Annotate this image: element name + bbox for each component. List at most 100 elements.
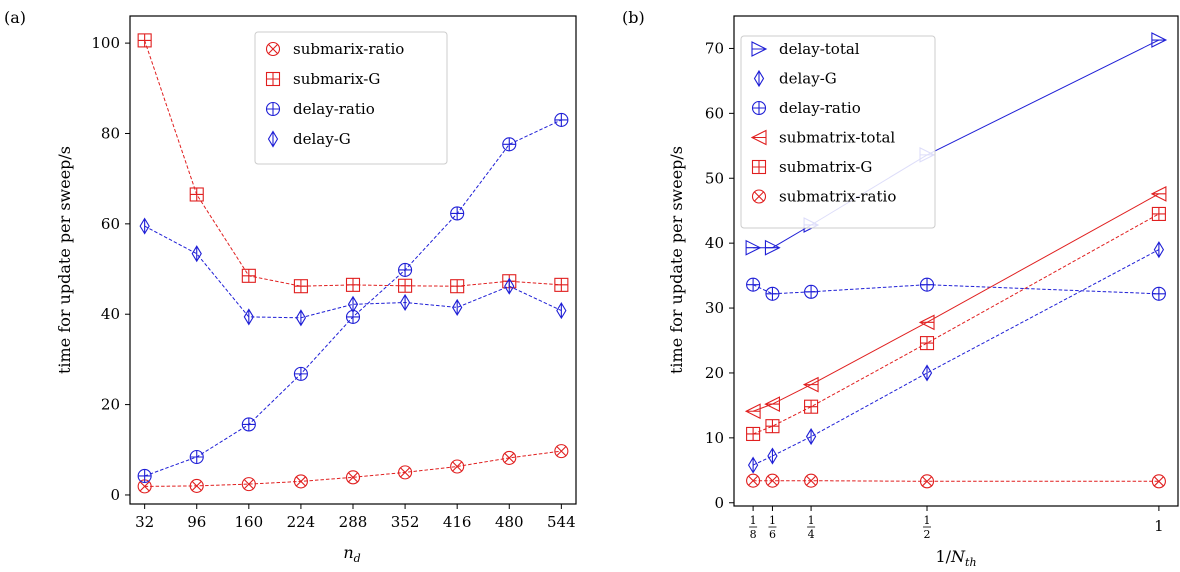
data-point-submarix-G	[189, 187, 204, 202]
data-point-delay-ratio	[293, 366, 308, 381]
legend-marker-delay-ratio	[751, 100, 767, 116]
legend-label: submarix-ratio	[293, 40, 404, 58]
legend-marker-submatrix-total	[750, 129, 767, 146]
series-line-delay-ratio	[752, 284, 1159, 295]
y-tick-label: 40	[101, 305, 120, 323]
legend-label: submatrix-total	[779, 129, 895, 147]
legend-label: delay-G	[293, 130, 351, 148]
data-point-submatrix-ratio	[765, 473, 780, 488]
panel-b-legend: delay-total delay-G delay-ratio submatrix-t…	[740, 35, 936, 229]
data-point-submatrix-G	[919, 336, 935, 351]
x-tick-label: 32	[135, 513, 154, 531]
data-point-delay-ratio	[189, 449, 204, 465]
data-point-submarix-ratio	[398, 465, 413, 480]
data-point-delay-G	[452, 298, 463, 317]
x-tick-label: 224	[287, 513, 316, 531]
data-point-submarix-G	[241, 268, 256, 283]
data-point-delay-G	[243, 308, 254, 326]
data-point-submarix-G	[398, 278, 413, 293]
legend-marker-submatrix-G	[751, 159, 767, 175]
legend-label: delay-ratio	[293, 100, 375, 118]
data-point-delay-G	[191, 245, 202, 263]
data-point-delay-G	[295, 309, 307, 327]
panel-b-xlabel: 1/Nth	[935, 547, 976, 569]
x-tick-label: 160	[235, 513, 264, 531]
svg-text:1: 1	[750, 514, 757, 527]
panel-a: (a) 32 96 160 224 288 352 416 480 544 0 20 40 60 80 10…	[4, 8, 577, 565]
x-tick-label: 18	[749, 514, 758, 541]
y-tick-label: 0	[714, 494, 724, 512]
svg-text:1: 1	[769, 514, 776, 527]
x-tick-label: 288	[339, 513, 368, 531]
x-tick-label: 480	[495, 513, 524, 531]
panel-a-legend: submarix-ratio submarix-G delay-ratio delay…	[254, 31, 448, 165]
legend-marker-delay-G	[753, 69, 765, 88]
series-line-delay-G	[752, 249, 1160, 466]
series-line-submatrix-ratio	[753, 480, 1159, 482]
y-tick-label: 30	[705, 299, 724, 317]
data-point-delay-G	[556, 302, 567, 320]
y-tick-label: 70	[705, 39, 724, 57]
data-point-delay-ratio	[241, 417, 256, 432]
x-tick-label: 416	[443, 513, 472, 531]
data-point-submarix-G	[137, 33, 152, 48]
legend-marker-submatrix-ratio	[751, 189, 767, 204]
data-point-delay-G	[399, 293, 411, 312]
data-point-delay-G	[139, 217, 150, 235]
data-point-submatrix-G	[746, 426, 761, 442]
x-tick-label: 544	[547, 513, 576, 531]
series-line-submatrix-G	[752, 213, 1160, 435]
data-point-submarix-ratio	[189, 478, 204, 493]
data-point-submarix-G	[450, 279, 465, 294]
x-tick-label: 96	[187, 513, 206, 531]
data-point-submarix-ratio	[502, 450, 517, 465]
data-point-submatrix-G	[804, 399, 819, 414]
data-point-delay-total	[1151, 32, 1168, 48]
data-point-submatrix-ratio	[1151, 474, 1166, 489]
data-point-submatrix-ratio	[804, 473, 819, 488]
legend-box	[254, 31, 448, 165]
data-point-submarix-ratio	[241, 477, 256, 492]
data-point-delay-G	[921, 364, 933, 382]
svg-text:1: 1	[808, 514, 815, 527]
x-tick-label: 352	[391, 513, 420, 531]
data-point-submatrix-G	[1151, 206, 1166, 221]
svg-text:8: 8	[750, 528, 757, 541]
legend-label: submarix-G	[293, 70, 380, 88]
data-point-delay-ratio	[450, 206, 465, 221]
data-point-submatrix-total	[764, 396, 780, 412]
svg-text:1: 1	[924, 514, 931, 527]
data-point-submarix-G	[293, 279, 308, 294]
data-point-delay-ratio	[1151, 286, 1166, 301]
svg-text:2: 2	[924, 528, 931, 541]
panel-b-ylabel: time for update per sweep/s	[667, 146, 686, 374]
x-tick-label: 14	[807, 514, 816, 541]
data-point-delay-G	[1153, 241, 1165, 259]
data-point-submarix-ratio	[554, 444, 569, 459]
legend-marker-submarix-ratio	[265, 41, 281, 57]
data-point-submatrix-G	[765, 419, 780, 434]
data-point-submatrix-ratio	[746, 473, 761, 488]
data-point-submarix-G	[345, 277, 361, 292]
data-point-submarix-ratio	[345, 470, 361, 485]
y-tick-label: 60	[705, 104, 724, 122]
y-tick-label: 60	[101, 215, 120, 233]
legend-marker-delay-G	[267, 130, 279, 148]
legend-marker-delay-ratio	[265, 101, 281, 117]
data-point-submatrix-ratio	[919, 474, 935, 489]
data-point-delay-G	[747, 456, 759, 474]
data-point-submarix-G	[554, 277, 569, 292]
y-tick-label: 80	[101, 124, 120, 142]
legend-box	[740, 35, 936, 229]
data-point-submarix-ratio	[450, 459, 465, 474]
panel-b-frame	[733, 15, 1179, 507]
legend-label: delay-G	[779, 70, 837, 88]
legend-marker-delay-total	[751, 41, 768, 57]
legend-label: submatrix-G	[779, 158, 872, 176]
data-point-delay-G	[347, 295, 359, 313]
x-tick-label: 1	[1154, 517, 1164, 535]
legend-label: submatrix-ratio	[779, 188, 896, 206]
data-point-delay-ratio	[554, 112, 569, 127]
